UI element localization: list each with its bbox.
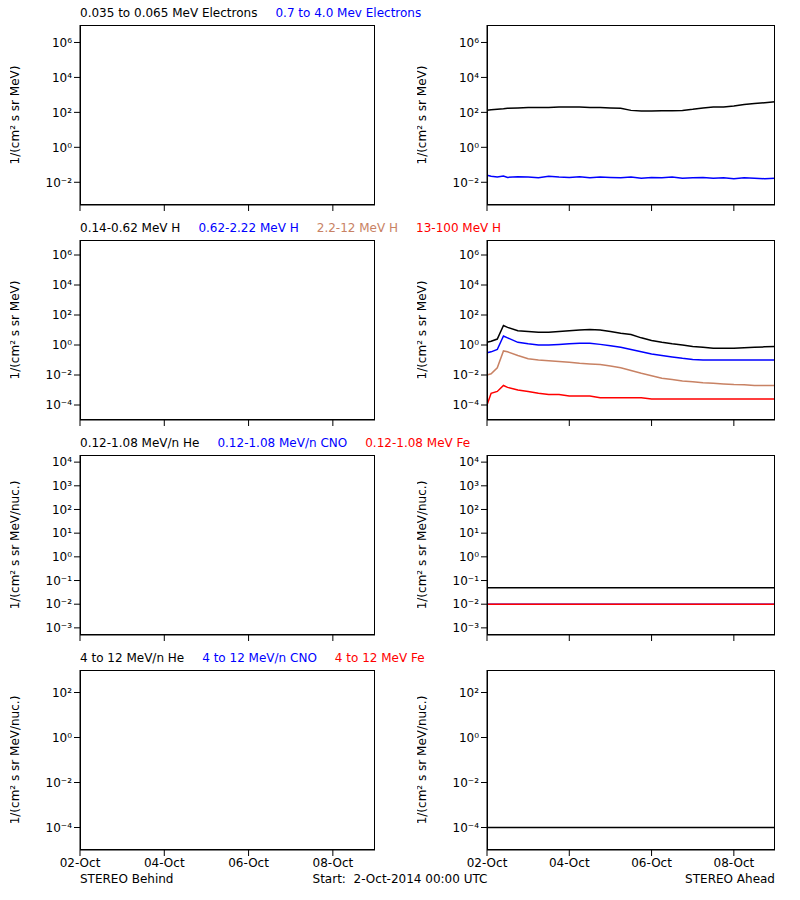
html-text:4 to 12 MeV Fe: 4 to 12 MeV Fe xyxy=(334,651,425,665)
svg-text:08-Oct: 08-Oct xyxy=(714,856,755,870)
svg-text:10⁻⁴: 10⁻⁴ xyxy=(46,821,73,835)
svg-text:10⁰: 10⁰ xyxy=(52,731,72,745)
svg-text:10²: 10² xyxy=(459,106,479,120)
html-text:4 to 12 MeV/n CNO: 4 to 12 MeV/n CNO xyxy=(202,651,317,665)
svg-text:1/(cm² s sr MeV/nuc.): 1/(cm² s sr MeV/nuc.) xyxy=(10,696,22,825)
svg-text:1/(cm² s sr MeV): 1/(cm² s sr MeV) xyxy=(10,66,22,165)
html-text:0.7 to 4.0 Mev Electrons: 0.7 to 4.0 Mev Electrons xyxy=(275,6,422,20)
svg-text:1/(cm² s sr MeV/nuc.): 1/(cm² s sr MeV/nuc.) xyxy=(10,481,22,610)
svg-text:10⁰: 10⁰ xyxy=(52,338,72,352)
svg-text:10⁻³: 10⁻³ xyxy=(46,621,73,635)
svg-text:10²: 10² xyxy=(52,106,72,120)
html-text:STEREO Behind: STEREO Behind xyxy=(80,872,174,886)
svg-text:10⁰: 10⁰ xyxy=(459,141,479,155)
svg-text:10¹: 10¹ xyxy=(459,526,479,540)
svg-text:10⁴: 10⁴ xyxy=(52,278,72,292)
svg-text:10⁰: 10⁰ xyxy=(52,141,72,155)
html-text:13-100 MeV H: 13-100 MeV H xyxy=(416,221,502,235)
svg-text:10⁴: 10⁴ xyxy=(459,278,479,292)
svg-text:10⁴: 10⁴ xyxy=(52,455,72,469)
svg-text:02-Oct: 02-Oct xyxy=(60,856,101,870)
svg-text:10⁻¹: 10⁻¹ xyxy=(46,574,73,588)
svg-text:10⁴: 10⁴ xyxy=(459,455,479,469)
svg-text:10⁻²: 10⁻² xyxy=(453,597,480,611)
svg-text:10⁻²: 10⁻² xyxy=(453,368,480,382)
svg-text:10²: 10² xyxy=(52,308,72,322)
svg-text:10⁻²: 10⁻² xyxy=(453,776,480,790)
svg-text:10²: 10² xyxy=(459,308,479,322)
svg-text:1/(cm² s sr MeV): 1/(cm² s sr MeV) xyxy=(417,66,429,165)
svg-text:1/(cm² s sr MeV): 1/(cm² s sr MeV) xyxy=(417,281,429,380)
svg-text:10⁶: 10⁶ xyxy=(459,36,479,50)
html-text:0.12-1.08 MeV/n He: 0.12-1.08 MeV/n He xyxy=(80,436,200,450)
svg-text:10⁻¹: 10⁻¹ xyxy=(453,574,480,588)
html-text:0.12-1.08 MeV Fe: 0.12-1.08 MeV Fe xyxy=(365,436,471,450)
svg-text:10⁻⁴: 10⁻⁴ xyxy=(453,821,480,835)
svg-text:04-Oct: 04-Oct xyxy=(549,856,590,870)
svg-text:10³: 10³ xyxy=(52,479,72,493)
svg-text:10⁻²: 10⁻² xyxy=(46,776,73,790)
svg-text:10⁴: 10⁴ xyxy=(459,71,479,85)
svg-text:02-Oct: 02-Oct xyxy=(467,856,508,870)
html-text:0.62-2.22 MeV H: 0.62-2.22 MeV H xyxy=(198,221,299,235)
svg-text:10⁶: 10⁶ xyxy=(52,36,72,50)
svg-text:10³: 10³ xyxy=(459,479,479,493)
svg-text:08-Oct: 08-Oct xyxy=(313,856,354,870)
svg-text:10⁻³: 10⁻³ xyxy=(453,621,480,635)
svg-text:1/(cm² s sr MeV/nuc.): 1/(cm² s sr MeV/nuc.) xyxy=(417,481,429,610)
svg-text:10⁻⁴: 10⁻⁴ xyxy=(46,398,73,412)
svg-text:10⁻²: 10⁻² xyxy=(453,176,480,190)
svg-text:10⁴: 10⁴ xyxy=(52,71,72,85)
svg-text:10⁻²: 10⁻² xyxy=(46,176,73,190)
svg-text:1/(cm² s sr MeV/nuc.): 1/(cm² s sr MeV/nuc.) xyxy=(417,696,429,825)
svg-text:06-Oct: 06-Oct xyxy=(631,856,672,870)
svg-text:10⁰: 10⁰ xyxy=(459,338,479,352)
svg-text:10²: 10² xyxy=(52,686,72,700)
svg-text:10⁰: 10⁰ xyxy=(52,550,72,564)
svg-text:10⁻²: 10⁻² xyxy=(46,597,73,611)
svg-text:04-Oct: 04-Oct xyxy=(144,856,185,870)
svg-text:10⁰: 10⁰ xyxy=(459,550,479,564)
html-text:0.12-1.08 MeV/n CNO: 0.12-1.08 MeV/n CNO xyxy=(217,436,348,450)
svg-text:10²: 10² xyxy=(52,503,72,517)
svg-text:10⁻⁴: 10⁻⁴ xyxy=(453,398,480,412)
svg-text:06-Oct: 06-Oct xyxy=(228,856,269,870)
svg-text:10²: 10² xyxy=(459,503,479,517)
svg-text:10⁻²: 10⁻² xyxy=(46,368,73,382)
html-text:4 to 12 MeV/n He: 4 to 12 MeV/n He xyxy=(80,651,185,665)
html-text:2.2-12 MeV H: 2.2-12 MeV H xyxy=(316,221,398,235)
html-text:0.035 to 0.065 MeV Electrons: 0.035 to 0.065 MeV Electrons xyxy=(80,6,258,20)
svg-text:10⁰: 10⁰ xyxy=(459,731,479,745)
html-text:Start: 2-Oct-2014 00:00 UTC: Start: 2-Oct-2014 00:00 UTC xyxy=(312,872,488,886)
svg-text:10¹: 10¹ xyxy=(52,526,72,540)
html-text:0.14-0.62 MeV H: 0.14-0.62 MeV H xyxy=(80,221,181,235)
html-text:STEREO Ahead: STEREO Ahead xyxy=(685,872,775,886)
svg-text:10⁶: 10⁶ xyxy=(52,248,72,262)
svg-text:10⁶: 10⁶ xyxy=(459,248,479,262)
svg-text:10²: 10² xyxy=(459,686,479,700)
svg-text:1/(cm² s sr MeV): 1/(cm² s sr MeV) xyxy=(10,281,22,380)
